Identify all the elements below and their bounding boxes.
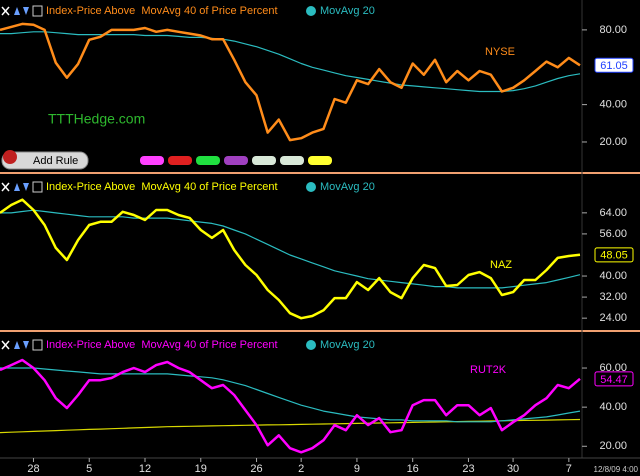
y-tick-label: 20.00 <box>599 440 627 452</box>
x-tick-label: 5 <box>86 463 92 475</box>
legend-box <box>32 5 43 17</box>
button-label[interactable]: Add Rule <box>33 155 78 167</box>
x-tick-label: 30 <box>507 463 519 475</box>
swatch[interactable] <box>252 156 276 165</box>
x-tick-label: 9 <box>354 463 360 475</box>
legend-entry: Index-Price Above MovAvg 40 of Price Per… <box>46 5 278 17</box>
y-tick-label: 40.00 <box>599 401 627 413</box>
legend-icon <box>306 6 316 16</box>
y-tick-label: 56.00 <box>599 228 627 240</box>
close-icon <box>1 182 10 192</box>
move-up-icon <box>14 7 20 15</box>
move-up-icon <box>14 183 20 191</box>
close-icon <box>1 340 10 350</box>
swatch[interactable] <box>308 156 332 165</box>
last-value-box <box>594 371 634 387</box>
panel-label: NYSE <box>485 46 515 58</box>
last-value-box <box>594 57 634 73</box>
swatch[interactable] <box>224 156 248 165</box>
legend-box <box>32 339 43 351</box>
move-down-icon <box>23 341 29 349</box>
series-line <box>0 418 581 434</box>
swatch[interactable] <box>280 156 304 165</box>
swatch[interactable] <box>168 156 192 165</box>
legend-entry: MovAvg 20 <box>320 5 375 17</box>
x-tick-label: 23 <box>462 463 474 475</box>
legend-icon <box>306 340 316 350</box>
button-body[interactable] <box>1 151 89 170</box>
last-value-label: 54.47 <box>600 374 628 386</box>
y-tick-label: 40.00 <box>599 99 627 111</box>
x-tick-label: 16 <box>407 463 419 475</box>
series-line <box>0 209 581 289</box>
x-tick-label: 12 <box>139 463 151 475</box>
swatch[interactable] <box>140 156 164 165</box>
legend-entry: Index-Price Above MovAvg 40 of Price Per… <box>46 181 278 193</box>
last-value-label: 61.05 <box>600 60 628 72</box>
button-icon <box>3 150 17 164</box>
close-icon <box>1 6 10 16</box>
y-tick-label: 64.00 <box>599 207 627 219</box>
legend-entry: MovAvg 20 <box>320 181 375 193</box>
y-tick-label: 20.00 <box>599 136 627 148</box>
x-tick-label: 7 <box>566 463 572 475</box>
legend-entry: MovAvg 20 <box>320 339 375 351</box>
series-line <box>0 31 581 93</box>
x-tick-label: 19 <box>195 463 207 475</box>
panel-label: NAZ <box>490 259 512 271</box>
y-tick-label: 80.00 <box>599 24 627 36</box>
x-tick-label: 2 <box>298 463 304 475</box>
y-tick-label: 24.00 <box>599 312 627 324</box>
series-line <box>0 22 581 142</box>
x-tick-label: 26 <box>250 463 262 475</box>
color-swatches <box>140 156 332 165</box>
series-line <box>0 358 581 454</box>
swatch[interactable] <box>196 156 220 165</box>
move-down-icon <box>23 183 29 191</box>
watermark: TTTHedge.com <box>48 111 145 127</box>
legend-entry: Index-Price Above MovAvg 40 of Price Per… <box>46 339 278 351</box>
last-value-box <box>594 247 634 263</box>
date-label: 12/8/09 4:00 <box>594 465 639 474</box>
move-down-icon <box>23 7 29 15</box>
legend-icon <box>306 182 316 192</box>
y-tick-label: 32.00 <box>599 291 627 303</box>
series-line <box>0 367 581 423</box>
move-up-icon <box>14 341 20 349</box>
legend-box <box>32 181 43 193</box>
y-tick-label: 60.00 <box>599 362 627 374</box>
last-value-label: 48.05 <box>600 250 628 262</box>
x-tick-label: 28 <box>27 463 39 475</box>
series-line <box>0 198 581 320</box>
add-rule-button[interactable]: Add Rule <box>1 150 89 170</box>
y-tick-label: 40.00 <box>599 270 627 282</box>
panel-label: RUT2K <box>470 364 507 376</box>
